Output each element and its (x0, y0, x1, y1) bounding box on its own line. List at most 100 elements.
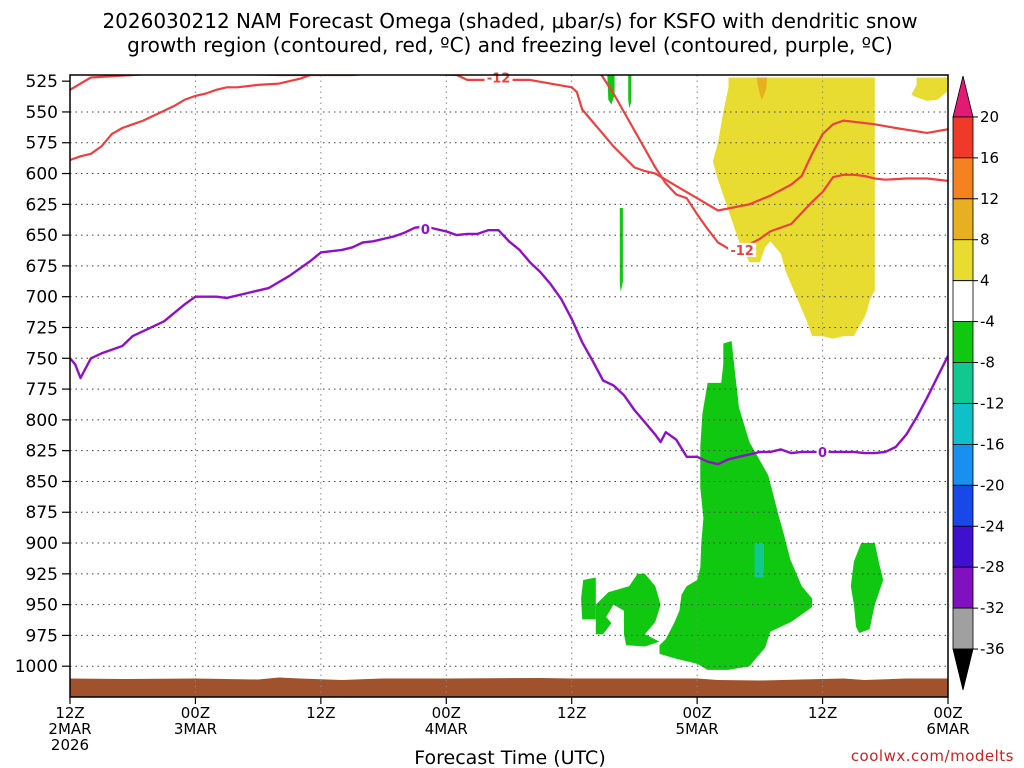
gridlines (70, 75, 948, 697)
y-tick-label-8: 725 (26, 318, 58, 338)
dendritic-contour-1 (70, 75, 948, 251)
x-tick-label-2-0: 12Z (306, 704, 335, 722)
omega-region-2 (756, 77, 768, 100)
x-tick-label-3-1: 4MAR (425, 720, 468, 738)
colorbar-swatch-8 (952, 403, 974, 445)
y-tick-label-7: 700 (26, 288, 58, 308)
colorbar-swatch-14 (952, 648, 974, 691)
colorbar-tick-label-12: -32 (980, 599, 1005, 617)
colorbar-swatch-12 (952, 566, 974, 609)
y-tick-label-19: 1000 (15, 657, 58, 677)
omega-region-5 (619, 208, 623, 292)
y-tick-label-16: 925 (26, 565, 58, 585)
colorbar-tick-label-6: -8 (980, 354, 995, 372)
x-tick-label-1-0: 00Z (181, 704, 210, 722)
colorbar-swatch-10 (952, 484, 974, 527)
y-tick-label-3: 600 (26, 165, 58, 185)
dendritic-contour-0 (70, 75, 948, 212)
dendritic-label-1-0: -12 (730, 244, 754, 259)
colorbar: 20 16 12 8 4 -4 -8 -12 -16 -20 -24 -28 -32 -36 (952, 75, 1005, 691)
chart-title-line-2: growth region (contoured, red, ºC) and f… (127, 33, 893, 57)
x-axis-title: Forecast Time (UTC) (414, 747, 605, 768)
y-tick-label-17: 950 (26, 596, 58, 616)
y-tick-label-2: 575 (26, 134, 58, 154)
x-tick-label-7-0: 00Z (933, 704, 962, 722)
omega-shading-layer (581, 75, 948, 670)
terrain-fill (70, 677, 948, 697)
colorbar-swatch-1 (952, 116, 974, 159)
omega-region-0 (712, 77, 875, 339)
colorbar-swatch-0 (952, 75, 974, 118)
terrain-layer (70, 677, 948, 697)
y-tick-label-15: 900 (26, 534, 58, 554)
x-tick-label-0-2: 2026 (51, 736, 89, 754)
y-tick-label-14: 875 (26, 503, 58, 523)
colorbar-swatch-11 (952, 525, 974, 568)
omega-region-4 (628, 75, 632, 109)
dendritic-label-0-0: -12 (487, 71, 511, 86)
x-tick-label-0-0: 12Z (55, 704, 84, 722)
x-tick-label-5-1: 5MAR (676, 720, 719, 738)
dendritic-label-0-0-bg (484, 70, 513, 85)
colorbar-tick-label-9: -20 (980, 476, 1005, 494)
x-tick-label-7-1: 6MAR (926, 720, 969, 738)
colorbar-tick-label-7: -12 (980, 394, 1005, 412)
y-tick-label-12: 825 (26, 442, 58, 462)
colorbar-swatch-3 (952, 198, 974, 241)
x-tick-label-6-0: 12Z (808, 704, 837, 722)
freezing-level-label-1: 0 (818, 446, 827, 461)
x-tick-label-4-0: 12Z (557, 704, 586, 722)
omega-region-1 (911, 77, 948, 101)
chart-title-line-1: 2026030212 NAM Forecast Omega (shaded, μ… (102, 9, 917, 33)
y-tick-label-6: 675 (26, 257, 58, 277)
x-tick-label-0-1: 2MAR (48, 720, 91, 738)
y-tick-label-1: 550 (26, 103, 58, 123)
y-tick-label-13: 850 (26, 472, 58, 492)
freezing-level-label-1-bg (816, 444, 829, 459)
omega-region-10 (850, 543, 884, 633)
colorbar-swatch-2 (952, 157, 974, 200)
colorbar-tick-label-8: -16 (980, 435, 1005, 453)
y-tick-label-5: 650 (26, 226, 58, 246)
colorbar-swatch-5 (952, 280, 974, 322)
omega-region-6 (659, 341, 813, 670)
y-tick-label-18: 975 (26, 626, 58, 646)
y-tick-label-9: 750 (26, 349, 58, 369)
y-tick-label-10: 775 (26, 380, 58, 400)
y-axis: 525 550 575 600 625 650 675 700 725 750 775 800 825 8… (15, 72, 70, 677)
colorbar-swatch-13 (952, 607, 974, 650)
x-tick-label-1-1: 3MAR (174, 720, 217, 738)
x-tick-label-5-0: 00Z (682, 704, 711, 722)
y-tick-label-11: 800 (26, 411, 58, 431)
colorbar-tick-label-11: -28 (980, 558, 1005, 576)
colorbar-tick-label-13: -36 (980, 640, 1005, 658)
colorbar-tick-label-2: 12 (980, 190, 999, 208)
colorbar-tick-label-3: 8 (980, 231, 990, 249)
y-tick-label-0: 525 (26, 72, 58, 92)
freezing-level-label-0-bg (419, 221, 432, 236)
colorbar-swatch-7 (952, 362, 974, 404)
contour-layer (70, 75, 948, 466)
colorbar-tick-label-0: 20 (980, 108, 999, 126)
contour-labels: 0 0 -12 -12 (419, 70, 829, 461)
x-tick-label-3-0: 00Z (432, 704, 461, 722)
freezing-level-label-0: 0 (421, 223, 430, 238)
colorbar-tick-label-5: -4 (980, 313, 995, 331)
dendritic-label-1-0-bg (728, 242, 757, 257)
freezing-level-line (70, 225, 948, 466)
omega-region-7 (754, 543, 764, 578)
colorbar-swatch-9 (952, 444, 974, 486)
colorbar-tick-label-1: 16 (980, 149, 999, 167)
omega-region-9 (595, 573, 661, 647)
credit-text: coolwx.com/modelts (851, 747, 1014, 765)
colorbar-tick-label-4: 4 (980, 272, 990, 290)
y-tick-label-4: 625 (26, 195, 58, 215)
colorbar-tick-label-10: -24 (980, 517, 1005, 535)
plot-frame (69, 74, 949, 698)
colorbar-swatch-4 (952, 239, 974, 282)
omega-region-8 (581, 577, 596, 620)
colorbar-swatch-6 (952, 321, 974, 363)
